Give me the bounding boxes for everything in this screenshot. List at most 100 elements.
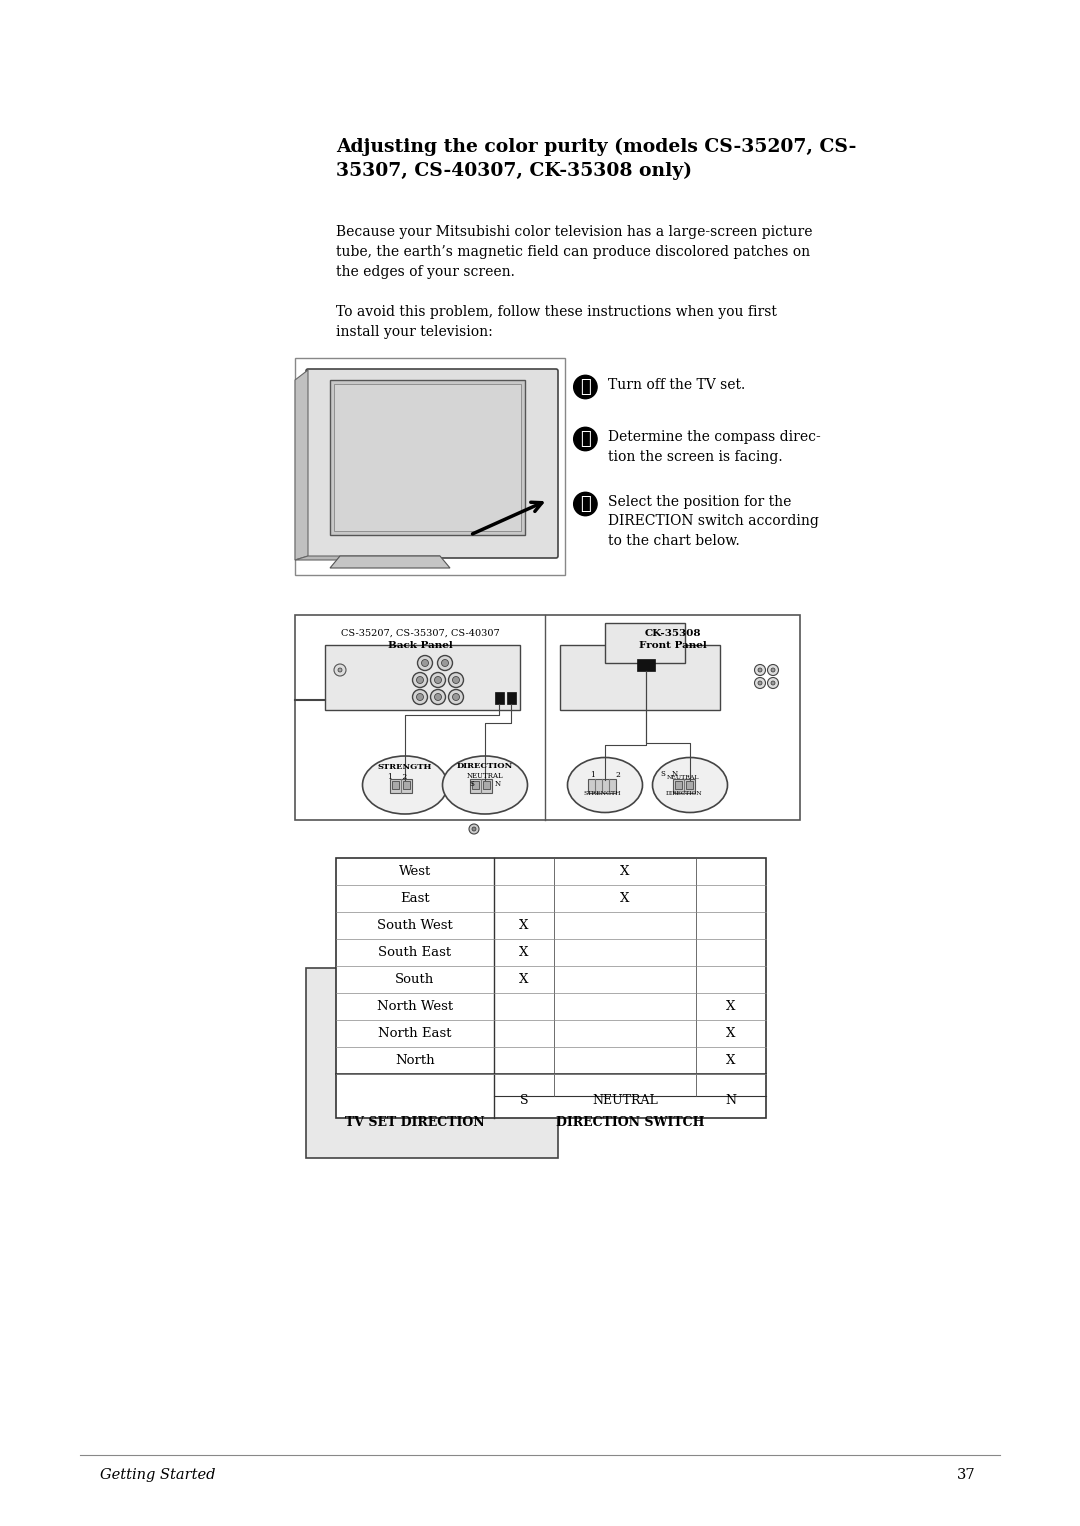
- Text: West: West: [399, 865, 431, 877]
- Text: X: X: [519, 946, 529, 958]
- Bar: [588, 778, 616, 794]
- Circle shape: [472, 827, 476, 832]
- Bar: [507, 691, 516, 703]
- Text: X: X: [727, 1000, 735, 1013]
- FancyBboxPatch shape: [306, 369, 558, 559]
- Bar: [495, 691, 504, 703]
- Circle shape: [453, 676, 459, 684]
- Circle shape: [334, 664, 346, 676]
- Text: X: X: [620, 893, 630, 905]
- Bar: [336, 858, 766, 1119]
- Circle shape: [771, 681, 775, 685]
- Circle shape: [431, 690, 446, 705]
- Ellipse shape: [567, 757, 643, 812]
- Text: North: North: [395, 1054, 435, 1067]
- Circle shape: [442, 659, 448, 667]
- Bar: [330, 380, 525, 536]
- Polygon shape: [295, 369, 308, 560]
- Text: NEUTRAL: NEUTRAL: [592, 1094, 658, 1106]
- Text: N: N: [495, 780, 501, 787]
- Text: CS-35207, CS-35307, CS-40307: CS-35207, CS-35307, CS-40307: [340, 629, 499, 638]
- Bar: [637, 659, 654, 671]
- Text: TV SET DIRECTION: TV SET DIRECTION: [346, 1116, 485, 1129]
- Text: S: S: [661, 771, 665, 778]
- Ellipse shape: [363, 755, 447, 813]
- Bar: [605, 623, 685, 662]
- Text: 35307, CS-40307, CK-35308 only): 35307, CS-40307, CK-35308 only): [336, 162, 692, 180]
- Circle shape: [448, 673, 463, 688]
- Circle shape: [469, 824, 480, 835]
- Bar: [470, 778, 492, 794]
- Text: East: East: [401, 893, 430, 905]
- Text: CK-35308: CK-35308: [645, 629, 701, 638]
- Circle shape: [431, 673, 446, 688]
- Bar: [472, 781, 480, 789]
- Circle shape: [448, 690, 463, 705]
- Text: S: S: [519, 1094, 528, 1106]
- Text: Turn off the TV set.: Turn off the TV set.: [608, 378, 745, 392]
- Text: 1    2: 1 2: [389, 774, 407, 781]
- Circle shape: [413, 673, 428, 688]
- Polygon shape: [330, 555, 450, 568]
- Circle shape: [413, 690, 428, 705]
- Text: STRENGTH: STRENGTH: [378, 763, 432, 771]
- Bar: [325, 645, 519, 710]
- Circle shape: [768, 664, 779, 676]
- Bar: [561, 645, 720, 710]
- Text: South: South: [395, 974, 434, 986]
- Text: DIRECTION: DIRECTION: [457, 761, 513, 771]
- Bar: [483, 781, 490, 789]
- Text: Back Panel: Back Panel: [388, 641, 453, 650]
- Bar: [403, 781, 410, 789]
- Bar: [334, 385, 521, 531]
- Text: Front Panel: Front Panel: [638, 641, 706, 650]
- Text: N: N: [726, 1094, 737, 1106]
- Text: NEUTRAL: NEUTRAL: [666, 775, 699, 780]
- Polygon shape: [306, 967, 558, 1158]
- Text: South East: South East: [378, 946, 451, 958]
- Bar: [295, 359, 565, 575]
- Circle shape: [758, 681, 762, 685]
- Text: N: N: [672, 771, 678, 778]
- Circle shape: [771, 668, 775, 671]
- Text: To avoid this problem, follow these instructions when you first
install your tel: To avoid this problem, follow these inst…: [336, 305, 777, 339]
- Text: North West: North West: [377, 1000, 454, 1013]
- Circle shape: [417, 676, 423, 684]
- Circle shape: [338, 668, 342, 671]
- Text: X: X: [519, 974, 529, 986]
- Text: South West: South West: [377, 919, 453, 932]
- Text: ①: ①: [580, 378, 591, 397]
- Text: X: X: [519, 919, 529, 932]
- Circle shape: [418, 656, 432, 670]
- Text: 1: 1: [591, 771, 595, 778]
- Text: X: X: [727, 1027, 735, 1041]
- Text: X: X: [620, 865, 630, 877]
- Ellipse shape: [652, 757, 728, 812]
- Text: NEUTRAL: NEUTRAL: [467, 772, 503, 780]
- Text: Because your Mitsubishi color television has a large-screen picture
tube, the ea: Because your Mitsubishi color television…: [336, 224, 812, 279]
- Text: North East: North East: [378, 1027, 451, 1041]
- Bar: [673, 778, 696, 794]
- Polygon shape: [295, 555, 440, 560]
- Circle shape: [421, 659, 429, 667]
- Circle shape: [434, 693, 442, 700]
- Ellipse shape: [443, 755, 527, 813]
- Text: Adjusting the color purity (models CS-35207, CS-: Adjusting the color purity (models CS-35…: [336, 137, 856, 156]
- Text: ③: ③: [580, 494, 591, 513]
- Circle shape: [758, 668, 762, 671]
- Text: Determine the compass direc-
tion the screen is facing.: Determine the compass direc- tion the sc…: [608, 430, 821, 464]
- Circle shape: [768, 678, 779, 688]
- Bar: [686, 781, 693, 789]
- Text: 2: 2: [616, 771, 620, 778]
- Text: 37: 37: [957, 1468, 975, 1482]
- Text: DIRECTION SWITCH: DIRECTION SWITCH: [556, 1116, 704, 1129]
- Circle shape: [755, 678, 766, 688]
- Text: ②: ②: [580, 430, 591, 449]
- Text: STRENGTH: STRENGTH: [583, 790, 621, 797]
- Circle shape: [437, 656, 453, 670]
- Text: S: S: [470, 780, 474, 787]
- Bar: [390, 778, 411, 794]
- Bar: [295, 615, 800, 819]
- Circle shape: [434, 676, 442, 684]
- Circle shape: [755, 664, 766, 676]
